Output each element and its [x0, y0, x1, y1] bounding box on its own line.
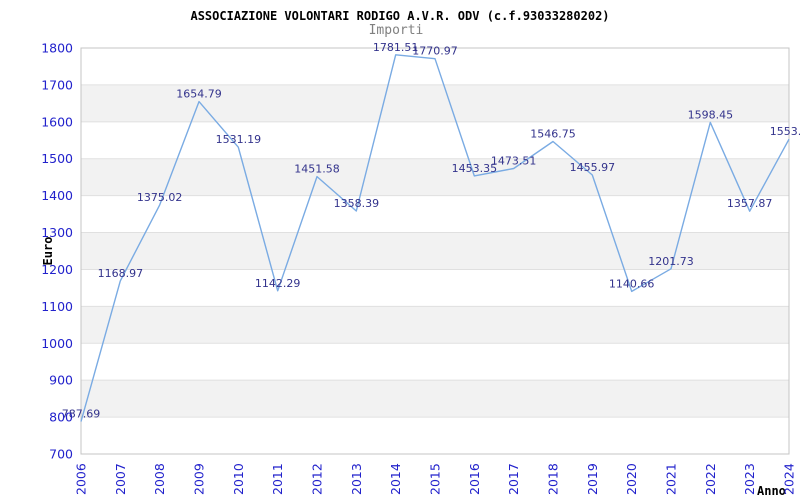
x-tick-label: 2009	[192, 463, 207, 495]
data-point-label: 1142.29	[255, 277, 301, 290]
x-tick-label: 2006	[74, 463, 89, 495]
data-point-label: 1553.0	[770, 125, 800, 138]
x-axis-title: Anno	[757, 484, 786, 498]
x-tick-label: 2008	[152, 463, 167, 495]
plot-band	[81, 158, 789, 196]
x-tick-label: 2012	[310, 463, 325, 495]
y-tick-label: 1700	[41, 77, 73, 92]
plot-band	[81, 380, 789, 418]
data-point-label: 1453.35	[452, 162, 498, 175]
y-tick-label: 1400	[41, 188, 73, 203]
data-point-label: 1201.73	[648, 255, 694, 268]
y-tick-label: 1200	[41, 262, 73, 277]
chart-title: ASSOCIAZIONE VOLONTARI RODIGO A.V.R. ODV…	[190, 9, 610, 23]
x-tick-label: 2020	[624, 463, 639, 495]
x-tick-label: 2023	[742, 463, 757, 495]
data-point-label: 1168.97	[98, 267, 144, 280]
data-point-label: 1357.87	[727, 197, 773, 210]
data-point-label: 787.69	[62, 408, 101, 421]
plot-border	[80, 47, 790, 455]
x-tick-label: 2014	[388, 463, 403, 495]
series-line-importi	[80, 54, 790, 422]
data-point-label: 1598.45	[688, 108, 734, 121]
y-tick-label: 700	[49, 447, 73, 462]
data-point-label: 1140.66	[609, 277, 655, 290]
data-point-label: 1546.75	[530, 127, 576, 140]
x-tick-label: 2010	[231, 463, 246, 495]
y-tick-label: 1300	[41, 225, 73, 240]
y-tick-label: 1000	[41, 336, 73, 351]
x-tick-label: 2015	[428, 463, 443, 495]
data-point-label: 1451.58	[294, 163, 340, 176]
data-point-label: 1781.51	[373, 41, 419, 54]
x-tick-label: 2024	[782, 463, 797, 495]
x-tick-label: 2021	[664, 463, 679, 495]
data-point-label: 1358.39	[334, 197, 380, 210]
data-point-label: 1455.97	[570, 161, 616, 174]
x-tick-label: 2018	[546, 463, 561, 495]
data-point-label: 1531.19	[216, 133, 262, 146]
x-tick-label: 2013	[349, 463, 364, 495]
x-tick-label: 2016	[467, 463, 482, 495]
y-tick-label: 800	[49, 410, 73, 425]
plot-band	[81, 232, 789, 270]
y-tick-label: 1100	[41, 299, 73, 314]
data-point-label: 1654.79	[176, 88, 222, 101]
data-point-label: 1473.51	[491, 155, 537, 168]
x-tick-label: 2011	[270, 463, 285, 495]
y-tick-label: 1500	[41, 151, 73, 166]
x-tick-label: 2019	[585, 463, 600, 495]
y-tick-label: 1600	[41, 114, 73, 129]
x-tick-label: 2022	[703, 463, 718, 495]
x-tick-label: 2007	[113, 463, 128, 495]
x-tick-label: 2017	[506, 463, 521, 495]
plot-band	[81, 306, 789, 344]
y-tick-label: 1800	[41, 41, 73, 56]
legend-label: Importi	[368, 23, 424, 38]
data-point-label: 1375.02	[137, 191, 183, 204]
y-tick-label: 900	[49, 373, 73, 388]
data-point-label: 1770.97	[412, 45, 458, 58]
